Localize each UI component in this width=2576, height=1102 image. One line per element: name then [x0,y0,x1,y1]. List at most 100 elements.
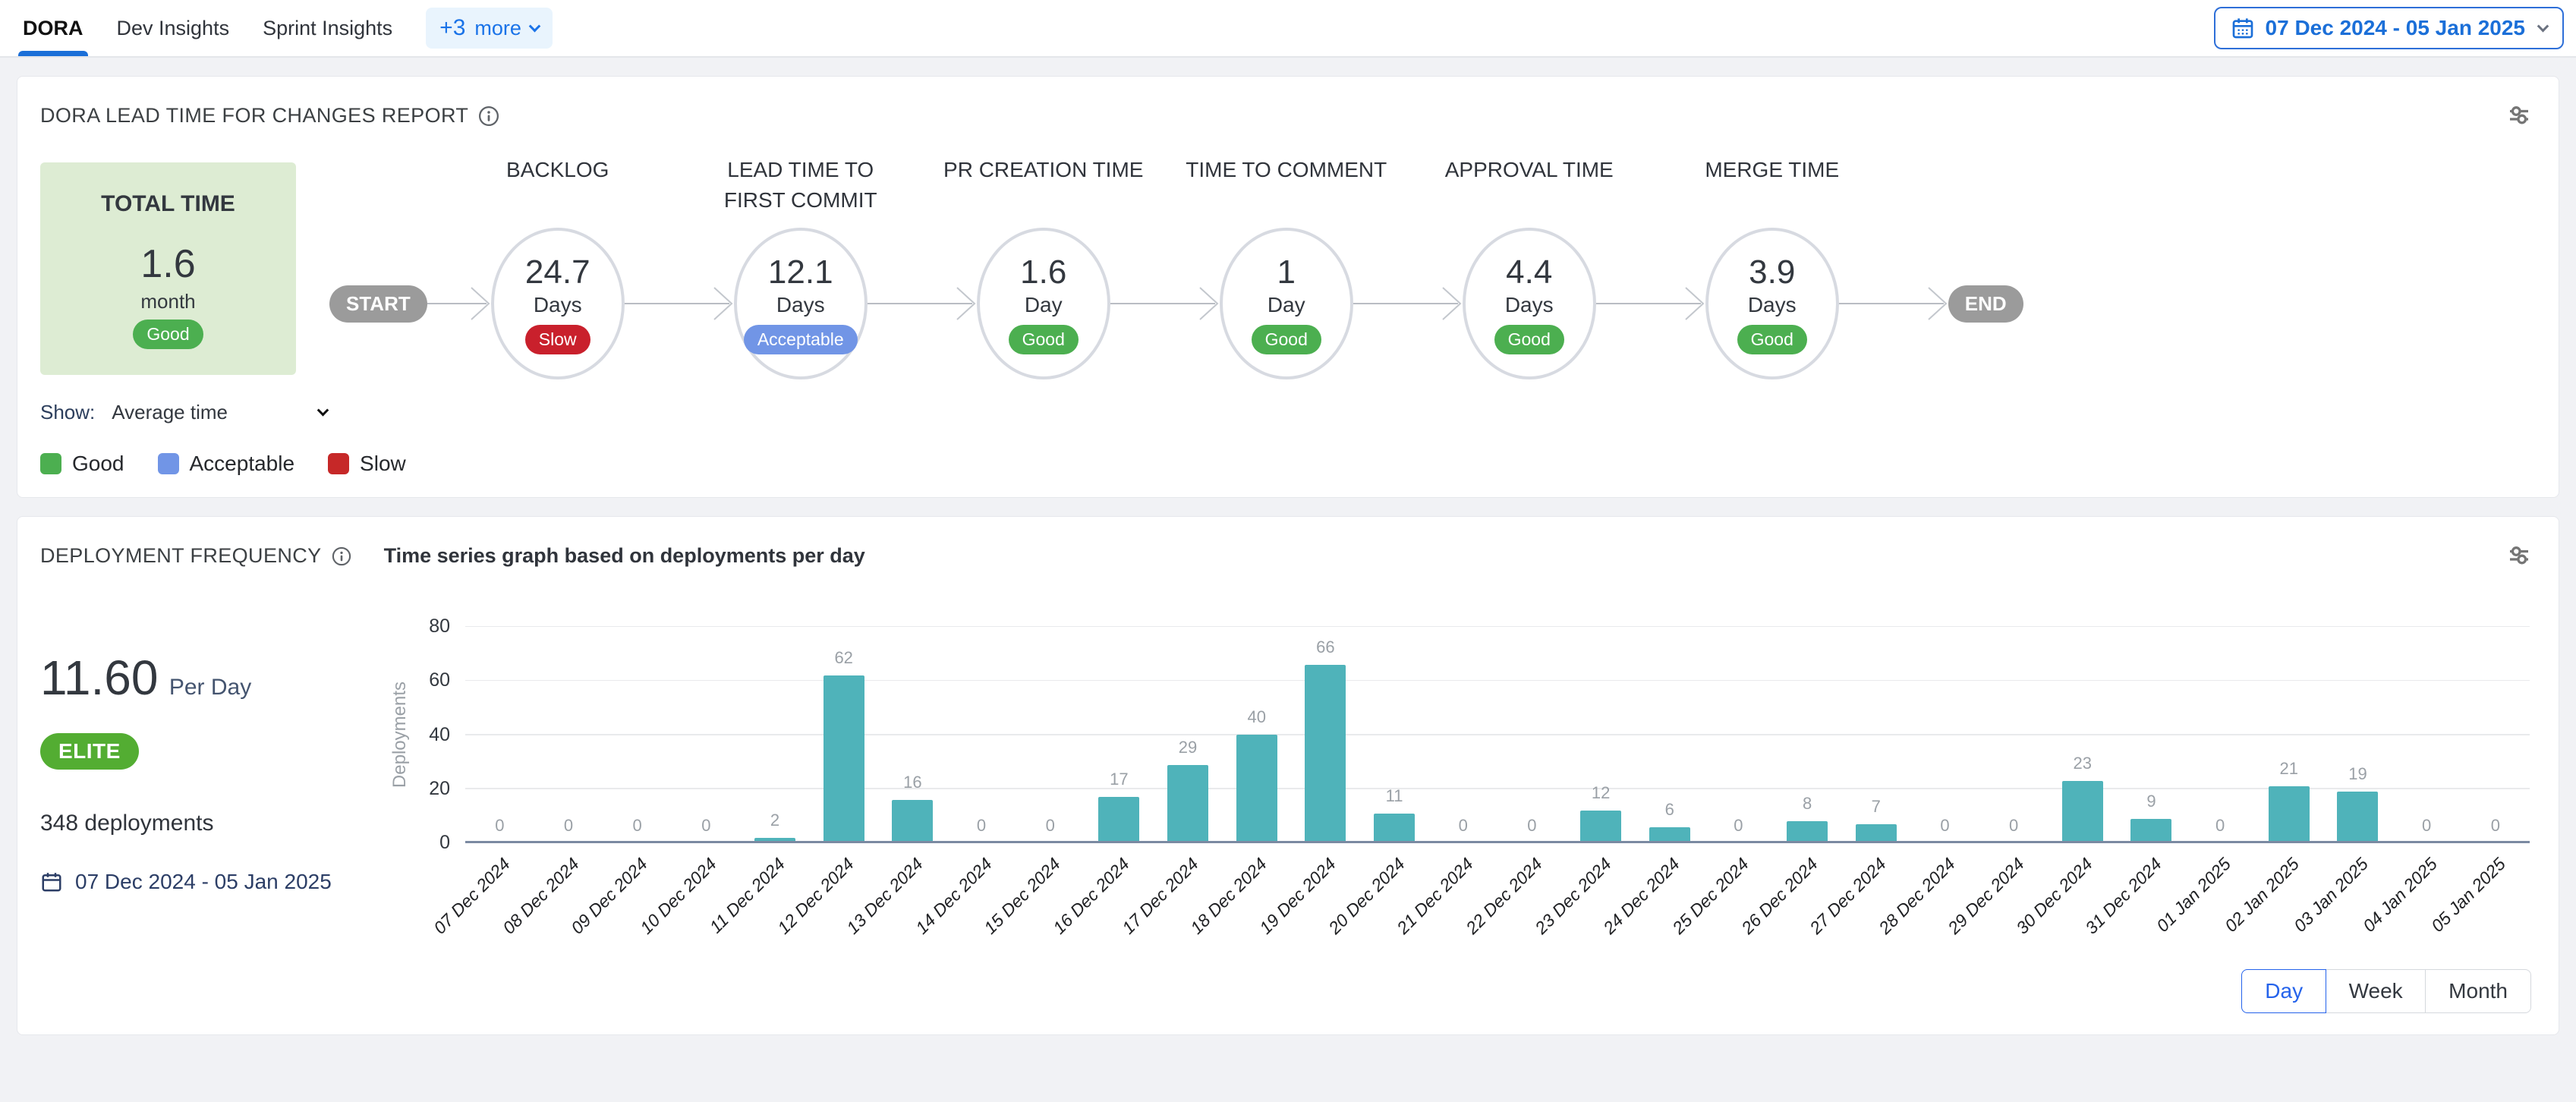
stage-circle[interactable]: 1 Day Good [1219,228,1353,379]
bar-value-label: 0 [495,816,505,835]
deployment-bar[interactable] [892,800,934,843]
stage-circle[interactable]: 4.4 Days Good [1462,228,1596,379]
more-tabs-count: +3 [439,15,466,40]
total-time-status-badge: Good [133,320,203,349]
info-icon[interactable] [331,546,352,567]
deployment-bar[interactable] [2337,792,2379,843]
bar-slot: 17 16 Dec 2024 [1049,627,1154,938]
bar-slot: 0 01 Jan 2025 [2152,627,2255,936]
stage-circle[interactable]: 12.1 Days Acceptable [733,228,868,379]
tab-dev-insights[interactable]: Dev Insights [117,0,230,56]
bar-slot: 0 21 Dec 2024 [1393,627,1497,938]
stage-circle[interactable]: 3.9 Days Good [1705,228,1839,379]
calendar-icon [2232,18,2253,39]
lead-time-settings-button[interactable] [2502,98,2536,134]
legend-swatch [328,453,350,474]
stage-value: 1.6 [1020,253,1067,291]
deployment-settings-button[interactable] [2502,538,2536,574]
date-range-label: 07 Dec 2024 - 05 Jan 2025 [2265,16,2525,39]
gridline [465,679,2530,682]
legend-swatch [157,453,179,474]
bar-slot: 0 15 Dec 2024 [980,627,1085,938]
deployment-date-range: 07 Dec 2024 - 05 Jan 2025 [40,870,383,894]
stage-name: PR CREATION TIME [943,158,1144,181]
tab-sprint-insights[interactable]: Sprint Insights [263,0,392,56]
flow-arrow-icon [427,287,490,320]
lead-time-card: DORA LEAD TIME FOR CHANGES REPORT TOTAL … [17,76,2559,498]
deployment-bar[interactable] [1305,665,1346,843]
legend-item: Good [40,452,124,476]
stage-circle[interactable]: 24.7 Days Slow [490,228,625,379]
deployment-bar[interactable] [2061,781,2103,843]
bar-slot: 11 20 Dec 2024 [1324,627,1429,938]
deployment-bar[interactable] [823,675,864,843]
info-icon[interactable] [477,105,500,128]
calendar-icon [42,873,61,892]
elite-badge: ELITE [40,733,139,770]
deployment-bar[interactable] [2130,819,2172,843]
gridline [465,841,2530,843]
stage-unit: Days [1747,292,1797,316]
deployment-bar[interactable] [1580,811,1622,843]
granularity-week-button[interactable]: Week [2325,969,2426,1013]
bar-value-label: 0 [2008,816,2019,835]
bar-value-label: 62 [834,648,853,667]
chevron-down-icon [528,20,541,32]
stage-value: 12.1 [767,253,833,291]
chart-subtitle: Time series graph based on deployments p… [383,544,865,567]
deployment-bar[interactable] [1374,814,1416,843]
deployment-frequency-title: DEPLOYMENT FREQUENCY [40,544,352,568]
sliders-icon [2510,106,2528,124]
stage-unit: Days [533,292,582,316]
bar-slot: 0 09 Dec 2024 [567,627,672,938]
stage-name: MERGE TIME [1705,158,1840,181]
deployment-bar[interactable] [1649,827,1690,843]
bar-slot: 23 30 Dec 2024 [2013,627,2117,938]
stage-circle[interactable]: 1.6 Day Good [976,228,1110,379]
stage-status-badge: Good [1008,324,1079,354]
bar-slot: 0 25 Dec 2024 [1668,627,1773,938]
legend-item: Acceptable [157,452,295,476]
bar-value-label: 23 [2073,754,2093,773]
flow-arrow-icon [624,287,733,320]
bar-value-label: 0 [1734,816,1743,835]
deployment-date-range-label: 07 Dec 2024 - 05 Jan 2025 [75,870,332,893]
deployment-bar[interactable] [754,838,796,843]
deployment-bar[interactable] [1098,797,1140,843]
deployment-bar[interactable] [1236,735,1277,843]
stage-status-badge: Good [1251,324,1321,354]
date-range-picker[interactable]: 07 Dec 2024 - 05 Jan 2025 [2213,7,2564,49]
bar-slot: 9 31 Dec 2024 [2081,627,2186,938]
stage-value: 3.9 [1749,253,1796,291]
y-tick-label: 0 [439,832,450,853]
deployment-bar[interactable] [1787,821,1828,843]
gridline [465,625,2530,627]
tab-dora[interactable]: DORA [18,0,87,56]
stage-value: 24.7 [524,253,590,291]
deployment-bar[interactable] [1855,824,1897,843]
bar-slot: 6 24 Dec 2024 [1600,627,1704,938]
legend-label: Good [72,452,124,475]
stage-unit: Days [1504,292,1554,316]
bar-value-label: 0 [701,816,711,835]
y-tick-label: 80 [429,616,450,637]
bar-value-label: 11 [1385,786,1403,805]
bar-value-label: 16 [903,773,922,792]
flow-stage: LEAD TIME TO FIRST COMMIT 12.1 Days Acce… [724,155,877,383]
bar-value-label: 0 [976,816,987,835]
granularity-month-button[interactable]: Month [2425,969,2531,1013]
more-tabs-button[interactable]: +3 more [426,8,553,49]
deployment-bar[interactable] [1167,765,1209,843]
tab-sprint-insights-label: Sprint Insights [263,16,393,39]
granularity-day-button[interactable]: Day [2241,969,2327,1013]
bar-value-label: 9 [2146,792,2156,811]
show-metric-select[interactable]: Average time [112,401,329,424]
bar-slot: 0 28 Dec 2024 [1875,627,1979,938]
bar-value-label: 0 [1045,816,1055,835]
deployment-bar[interactable] [2268,786,2310,843]
legend-label: Acceptable [189,452,295,475]
bar-slot: 12 23 Dec 2024 [1531,627,1636,938]
status-legend: Good Acceptable Slow [40,452,2536,476]
gridline [465,788,2530,789]
stage-unit: Day [1267,292,1305,316]
